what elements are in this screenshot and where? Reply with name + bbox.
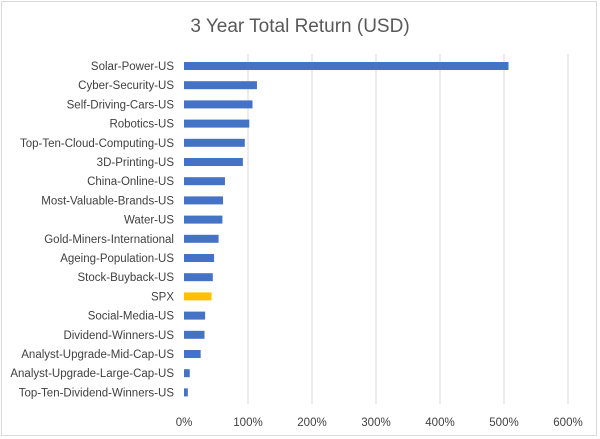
x-tick-label: 0%: [176, 417, 193, 429]
bar-top-ten-cloud-computing-us: [184, 138, 245, 147]
category-label: Robotics-US: [109, 119, 174, 131]
category-labels: Solar-Power-US Cyber-Security-US Self-Driv…: [10, 61, 174, 399]
bar-analyst-upgrade-large-cap-us: [184, 369, 190, 378]
bar-top-ten-dividend-winners-us: [184, 388, 188, 397]
chart-title: 3 Year Total Return (USD): [190, 16, 409, 37]
x-tick-label: 200%: [297, 417, 326, 429]
bar-self-driving-cars-us: [184, 100, 253, 109]
category-label: Ageing-Population-US: [60, 253, 174, 265]
bar-social-media-us: [184, 311, 206, 320]
x-tick-label: 300%: [361, 417, 390, 429]
bar-analyst-upgrade-mid-cap-us: [184, 350, 201, 358]
category-label: Analyst-Upgrade-Large-Cap-US: [10, 368, 174, 380]
bar-gold-miners-international: [184, 234, 219, 243]
x-axis-tick-labels: 0% 100% 200% 300% 400% 500% 600%: [176, 417, 583, 429]
category-label: 3D-Printing-US: [97, 157, 175, 169]
bar-dividend-winners-us: [184, 330, 205, 339]
bar-spx: [184, 292, 212, 301]
bar-3d-printing-us: [184, 158, 243, 166]
x-tick-label: 100%: [233, 417, 262, 429]
gridlines: [247, 54, 569, 404]
bars: [184, 62, 509, 397]
x-tick-label: 400%: [425, 417, 454, 429]
category-label: Solar-Power-US: [91, 61, 174, 73]
category-label: Most-Valuable-Brands-US: [41, 195, 174, 207]
x-tick-label: 500%: [489, 417, 518, 429]
category-label: Water-US: [124, 215, 174, 227]
category-label: Top-Ten-Dividend-Winners-US: [19, 387, 175, 399]
x-tick-label: 600%: [553, 417, 582, 429]
category-label: Social-Media-US: [88, 311, 175, 323]
category-label: China-Online-US: [87, 176, 174, 188]
category-label: Gold-Miners-International: [44, 234, 174, 246]
category-label: SPX: [151, 291, 174, 303]
category-label: Top-Ten-Cloud-Computing-US: [20, 138, 174, 150]
bar-most-valuable-brands-us: [184, 196, 224, 205]
category-label: Dividend-Winners-US: [63, 330, 174, 342]
category-label: Analyst-Upgrade-Mid-Cap-US: [21, 349, 174, 361]
bar-stock-buyback-us: [184, 273, 213, 282]
bar-water-us: [184, 215, 223, 224]
category-label: Cyber-Security-US: [78, 80, 174, 92]
bar-solar-power-us: [184, 62, 509, 70]
bar-china-online-us: [184, 177, 225, 186]
bar-robotics-us: [184, 119, 250, 128]
bar-cyber-security-us: [184, 81, 257, 90]
bar-ageing-population-us: [184, 254, 215, 262]
category-label: Stock-Buyback-US: [77, 272, 174, 284]
category-label: Self-Driving-Cars-US: [67, 99, 175, 111]
